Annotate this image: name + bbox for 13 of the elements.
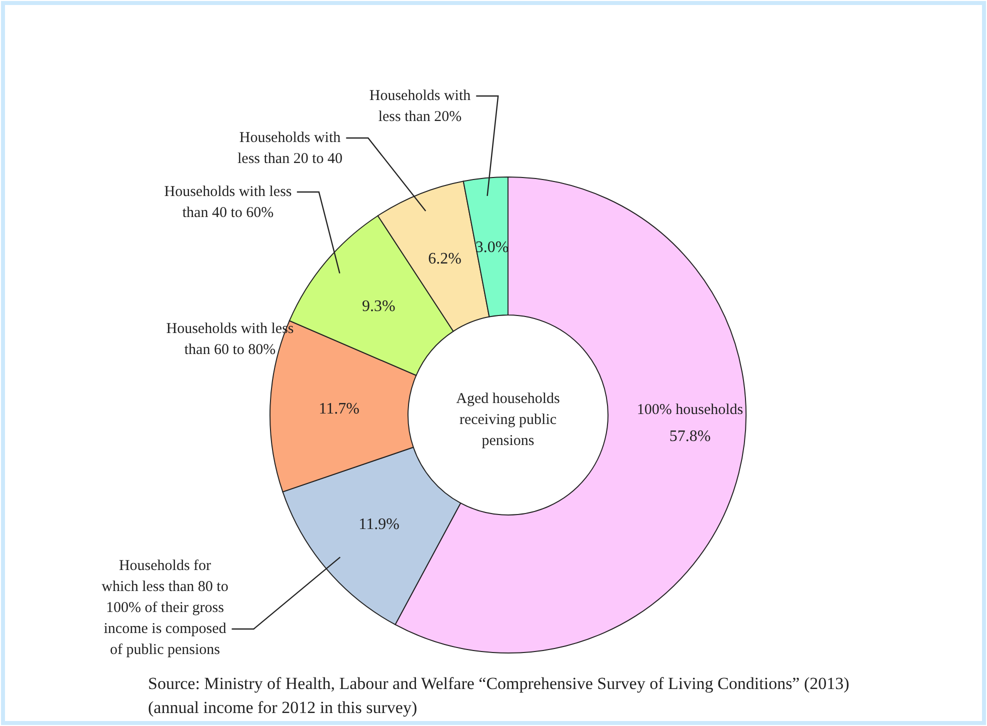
slice-label: 100% households [636, 402, 744, 418]
data-label: 57.8% [669, 428, 711, 445]
slice-label: Households with less than 20% [369, 88, 472, 125]
data-label: 11.9% [358, 516, 400, 534]
source-note: Source: Ministry of Health, Labour and Welfare “Comprehensive Survey of Living Conditions” (2013) (annual income for 2012 in this survey) [148, 674, 850, 717]
slice-label: Households for which less than 80 to 100% of their gross income is composed of public pensions [102, 558, 228, 658]
data-label: 11.7% [318, 400, 360, 418]
text: Aged households receiving public pensions [456, 391, 560, 449]
data-label: 3.0% [475, 238, 509, 256]
data-label: 6.2% [428, 250, 462, 268]
data-label: 9.3% [362, 298, 396, 316]
slice-label: Households with less than 40 to 60% [164, 184, 292, 221]
slice-label: Households with less than 20 to 40 [238, 130, 342, 167]
